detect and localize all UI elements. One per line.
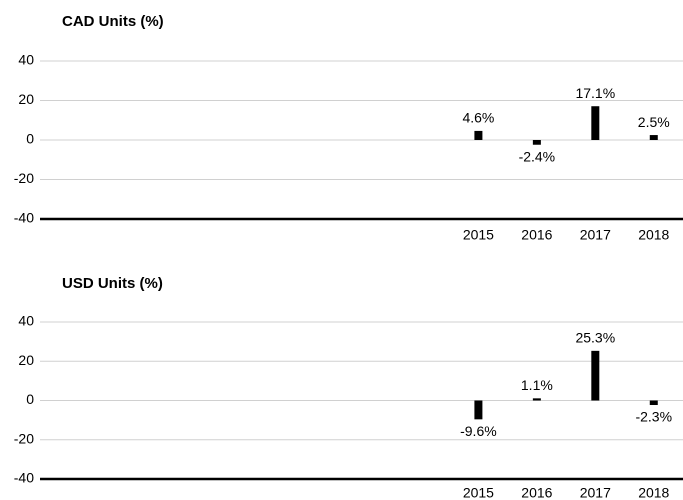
data-label: -2.4%: [519, 148, 556, 164]
bar: [474, 130, 483, 140]
y-tick-label: 40: [18, 313, 34, 329]
data-label: -2.3%: [635, 409, 672, 425]
y-tick-label: 0: [26, 131, 34, 147]
x-tick-label: 2016: [521, 227, 552, 243]
y-tick-label: 20: [18, 91, 34, 107]
x-tick-label: 2017: [580, 485, 611, 500]
x-tick-label: 2015: [463, 485, 494, 500]
bar: [591, 106, 600, 140]
y-tick-label: -40: [14, 470, 34, 486]
bar: [474, 400, 483, 420]
x-tick-label: 2015: [463, 227, 494, 243]
bar: [649, 400, 658, 406]
bar: [591, 350, 600, 401]
x-tick-label: 2018: [638, 485, 669, 500]
data-label: 1.1%: [521, 377, 553, 393]
x-tick-label: 2016: [521, 485, 552, 500]
x-tick-label: 2017: [580, 227, 611, 243]
chart-title: USD Units (%): [62, 275, 163, 292]
chart-title: CAD Units (%): [62, 13, 164, 30]
bar: [532, 398, 541, 401]
data-label: 2.5%: [638, 114, 670, 130]
y-tick-label: 0: [26, 391, 34, 407]
data-label: 4.6%: [462, 110, 494, 126]
y-tick-label: -40: [14, 210, 34, 226]
y-tick-label: -20: [14, 430, 34, 446]
data-label: 17.1%: [575, 85, 615, 101]
data-label: 25.3%: [575, 330, 615, 346]
bar: [532, 140, 541, 145]
bar: [649, 135, 658, 140]
x-tick-label: 2018: [638, 227, 669, 243]
y-tick-label: 20: [18, 352, 34, 368]
y-tick-label: -20: [14, 170, 34, 186]
y-tick-label: 40: [18, 52, 34, 68]
data-label: -9.6%: [460, 423, 497, 439]
